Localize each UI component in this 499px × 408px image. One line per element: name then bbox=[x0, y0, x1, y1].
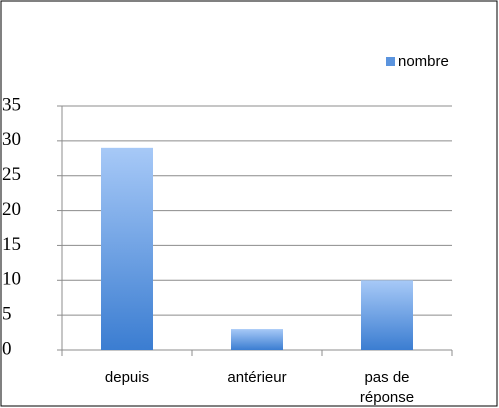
legend-label: nombre bbox=[398, 53, 449, 70]
y-tick-label: 15 bbox=[2, 234, 21, 255]
x-tick-label: antérieur bbox=[227, 369, 286, 386]
y-tick-label: 35 bbox=[2, 94, 21, 115]
x-tick-label: pas de réponse bbox=[360, 369, 414, 406]
y-tick-label: 20 bbox=[2, 199, 21, 220]
legend-swatch bbox=[386, 57, 395, 66]
bar bbox=[231, 329, 283, 350]
y-tick-label: 25 bbox=[2, 164, 21, 185]
y-tick-label: 5 bbox=[2, 304, 12, 325]
bar bbox=[101, 147, 153, 350]
y-tick-label: 10 bbox=[2, 269, 21, 290]
bar bbox=[361, 280, 413, 350]
x-tick-label: depuis bbox=[105, 369, 149, 386]
y-tick-label: 30 bbox=[2, 129, 21, 150]
y-tick-label: 0 bbox=[2, 338, 12, 359]
